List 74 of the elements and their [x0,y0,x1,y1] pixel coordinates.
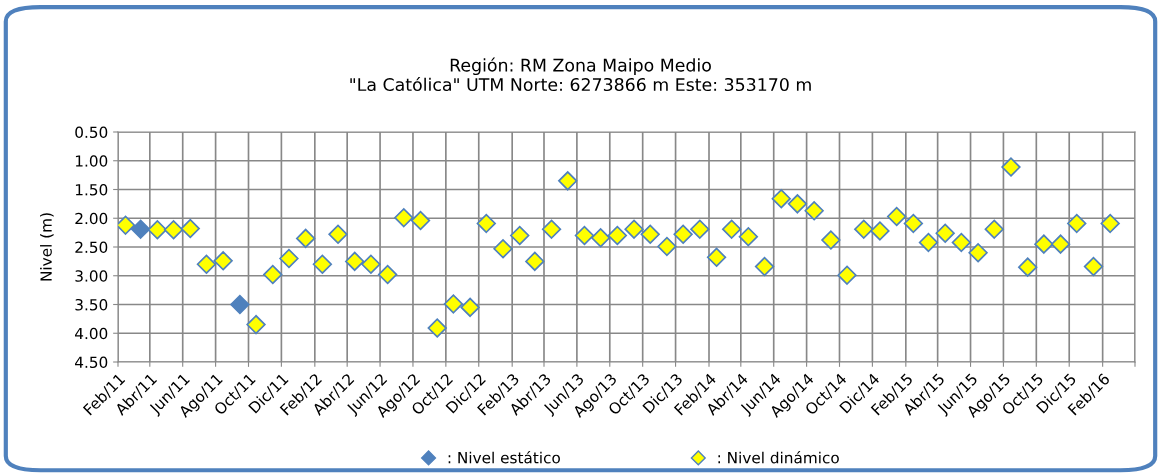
point [607,225,628,246]
point [918,232,939,253]
y-tick-label: 3.00 [75,270,108,282]
point [903,213,924,234]
point [230,294,250,315]
point [968,243,988,263]
point [410,210,431,231]
legend-label: : Nivel dinámico [718,451,839,464]
y-tick-label: 3.50 [75,298,108,311]
point [295,228,316,249]
point [706,247,727,268]
point [443,294,464,314]
point [213,251,233,271]
point [1100,213,1120,234]
point [427,318,447,338]
y-tick-label: 1.00 [75,155,108,167]
y-tick-label: 0.50 [75,126,108,139]
point [246,314,266,335]
point [574,225,595,246]
point [493,239,513,259]
point [754,256,775,277]
point [951,232,972,253]
y-tick-label: 4.00 [75,327,108,340]
point [1083,256,1104,277]
point [525,251,545,272]
point [738,226,759,247]
point [118,215,136,235]
point [394,208,414,228]
point [541,219,562,239]
point [163,220,184,240]
y-tick-label: 4.50 [75,356,108,369]
point [377,264,398,285]
point [771,189,791,209]
point [804,201,824,221]
point [180,218,200,239]
point [147,220,168,240]
y-tick-label: 2.50 [75,241,108,254]
point [312,254,333,274]
y-axis-title: Nivel (m) [40,213,54,281]
point [690,219,710,239]
point [279,248,299,269]
y-tick-label: 1.50 [75,183,108,196]
point [476,213,496,234]
point [1034,234,1054,254]
point [657,236,677,257]
legend-label: : Nivel estático [448,451,560,464]
point [263,264,283,285]
point [510,225,530,246]
point [1018,257,1038,277]
point [196,254,217,274]
point [1067,213,1087,234]
point [130,219,151,239]
point [345,251,365,272]
chart-title: Región: RM Zona Maipo Medio "La Católica" UTM Norte: 6273866 m Este: 353170 m [350,57,811,92]
point [558,171,578,191]
point [886,206,907,227]
point [590,228,611,248]
point [361,254,381,274]
point [721,219,742,239]
point [1001,157,1021,177]
point [640,224,660,245]
point [935,223,955,243]
point [328,224,348,245]
point [854,219,874,239]
point [870,221,890,241]
point [624,219,644,239]
y-tick-label: 2.00 [75,212,108,225]
point [1050,234,1071,254]
point [837,265,857,285]
point [787,194,808,214]
point [821,230,841,250]
point [984,219,1004,239]
point [460,297,480,318]
point [673,224,693,245]
